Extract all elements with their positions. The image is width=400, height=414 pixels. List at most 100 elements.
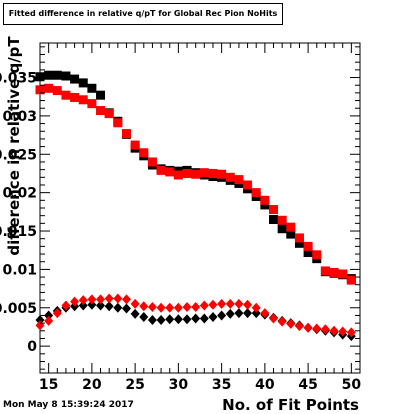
data-point-square xyxy=(251,188,261,198)
data-point-square xyxy=(156,165,166,175)
data-point-diamond xyxy=(338,326,348,337)
data-point-diamond xyxy=(121,303,131,314)
plot-frame xyxy=(39,42,361,374)
data-point-square xyxy=(225,172,235,182)
data-point-diamond xyxy=(70,296,80,307)
y-tick-label: 0.035 xyxy=(0,71,37,87)
x-tick-label: 20 xyxy=(82,377,102,393)
data-point-diamond xyxy=(199,300,209,311)
data-point-diamond xyxy=(87,294,97,305)
data-point-diamond xyxy=(294,321,304,332)
data-point-diamond xyxy=(251,308,261,319)
data-point-square xyxy=(338,269,348,279)
data-point-square xyxy=(312,250,322,260)
data-point-square xyxy=(217,169,227,179)
data-point-diamond xyxy=(208,311,218,322)
data-point-square xyxy=(78,78,88,88)
y-tick-label: 0.01 xyxy=(2,262,37,278)
data-point-square xyxy=(286,222,296,232)
y-tick-label: 0.03 xyxy=(2,109,37,125)
data-point-diamond xyxy=(182,302,192,312)
y-tick-label: 0 xyxy=(27,339,37,355)
data-point-diamond xyxy=(208,299,218,310)
data-point-square xyxy=(130,140,140,150)
data-point-square xyxy=(243,180,253,190)
data-point-square xyxy=(96,90,106,100)
data-point-square xyxy=(303,241,313,251)
y-tick-label: 0.005 xyxy=(0,301,37,317)
data-point-diamond xyxy=(165,302,175,313)
data-point-square xyxy=(269,215,279,225)
data-point-diamond xyxy=(320,324,330,335)
data-point-diamond xyxy=(147,302,157,312)
data-point-diamond xyxy=(78,295,88,306)
timestamp: Mon May 8 15:39:24 2017 xyxy=(3,400,134,410)
data-point-diamond xyxy=(156,315,166,326)
chart-title-box: Fitted difference in relative q/pT for G… xyxy=(3,3,283,25)
data-point-square xyxy=(294,238,304,248)
data-point-diamond xyxy=(104,301,114,312)
y-tick-label: 0.025 xyxy=(0,147,37,163)
data-point-square xyxy=(87,99,97,109)
data-point-square xyxy=(294,233,304,243)
y-axis-label: difference in relative q/pT xyxy=(5,36,23,256)
data-point-diamond xyxy=(277,316,287,327)
data-point-diamond xyxy=(234,298,244,309)
data-point-diamond xyxy=(199,313,209,324)
data-point-diamond xyxy=(217,298,227,309)
data-point-diamond xyxy=(234,308,244,319)
data-point-square xyxy=(52,86,62,96)
data-point-square xyxy=(329,267,339,277)
data-point-diamond xyxy=(225,298,235,309)
data-point-square xyxy=(199,168,209,178)
data-point-square xyxy=(35,72,45,82)
x-tick-label: 50 xyxy=(342,377,362,393)
data-point-diamond xyxy=(191,313,201,324)
chart-title: Fitted difference in relative q/pT for G… xyxy=(8,9,278,18)
data-point-diamond xyxy=(173,302,183,313)
x-tick-label: 15 xyxy=(39,377,58,393)
data-point-square xyxy=(147,157,157,167)
data-point-square xyxy=(44,83,54,93)
data-point-square xyxy=(35,85,45,95)
data-point-square xyxy=(113,118,123,128)
data-point-diamond xyxy=(329,325,339,336)
data-point-diamond xyxy=(104,293,114,304)
y-tick-label: 0.02 xyxy=(2,186,37,202)
data-point-square xyxy=(260,200,270,210)
data-point-diamond xyxy=(243,299,253,310)
data-point-diamond xyxy=(113,293,123,304)
data-point-diamond xyxy=(113,302,123,313)
data-point-square xyxy=(44,70,54,80)
data-point-diamond xyxy=(165,314,175,325)
data-point-diamond xyxy=(346,327,356,338)
data-point-diamond xyxy=(130,298,140,309)
data-point-square xyxy=(78,95,88,105)
tick-labels: 15 20 25 30 35 40 45 50 0 0.005 0.01 0.015 0.02 0.025… xyxy=(0,71,361,393)
data-point-diamond xyxy=(251,302,261,313)
data-point-diamond xyxy=(52,308,62,319)
data-point-diamond xyxy=(44,315,54,326)
data-point-diamond xyxy=(269,313,279,324)
data-point-square xyxy=(52,70,62,80)
data-point-square xyxy=(286,229,296,239)
data-point-diamond xyxy=(156,302,166,313)
data-point-diamond xyxy=(191,302,201,312)
x-tick-label: 25 xyxy=(125,377,144,393)
data-point-diamond xyxy=(147,315,157,326)
data-point-diamond xyxy=(217,310,227,321)
data-point-square xyxy=(303,248,313,258)
data-point-square xyxy=(277,224,287,234)
x-tick-label: 45 xyxy=(298,377,317,393)
data-point-square xyxy=(87,83,97,93)
data-point-square xyxy=(277,215,287,225)
data-point-diamond xyxy=(87,299,97,310)
data-point-square xyxy=(234,175,244,185)
x-tick-label: 30 xyxy=(169,377,189,393)
data-point-diamond xyxy=(173,314,183,325)
data-point-diamond xyxy=(260,308,270,319)
data-point-square xyxy=(269,205,279,215)
data-point-square xyxy=(182,168,192,178)
data-point-square xyxy=(139,148,149,158)
